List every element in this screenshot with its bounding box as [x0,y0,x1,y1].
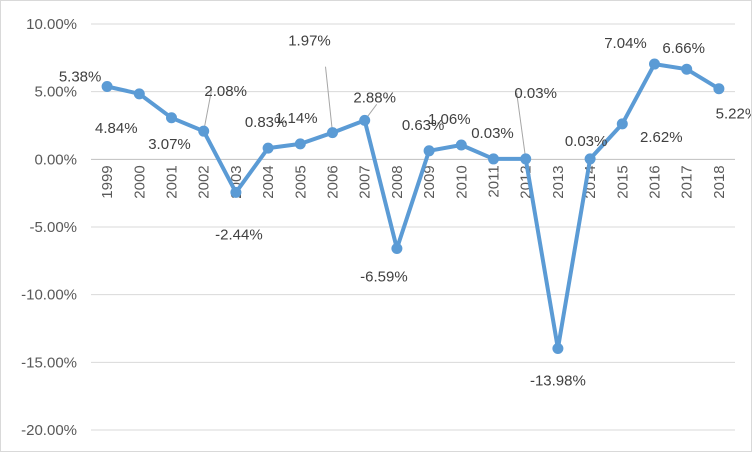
x-tick-label: 2010 [453,165,470,198]
data-label: -6.59% [360,269,408,286]
data-label: 7.04% [604,35,647,52]
data-label: 1.06% [428,111,471,128]
data-point [133,88,145,100]
x-tick-label: 2004 [260,165,277,198]
x-tick-label: 2015 [614,165,631,198]
x-tick-label: 2001 [164,165,181,198]
data-label: 2.62% [640,129,683,146]
leader-line [325,66,333,133]
data-label: -13.98% [530,373,586,390]
leader-line [203,89,213,132]
x-tick-label: 2002 [196,165,213,198]
x-tick-label: 2016 [647,165,664,198]
x-tick-label: 2006 [325,165,342,198]
data-point [327,127,338,139]
leader-line [516,92,527,159]
data-label: 3.07% [148,136,191,153]
data-label: 2.08% [204,83,247,100]
data-point [359,114,371,126]
data-point [101,81,113,93]
data-label: 6.66% [662,40,705,57]
data-point [166,112,177,124]
data-point [520,153,532,165]
y-tick-label: -15.00% [21,354,77,371]
data-point [423,145,435,157]
data-label: 5.22% [716,106,751,123]
data-label: 0.03% [514,85,557,102]
data-point [198,125,210,137]
data-point [488,153,499,165]
data-label: 0.03% [471,125,514,142]
data-label: 5.38% [59,69,102,86]
data-point [713,83,725,95]
y-tick-label: 0.00% [34,151,77,168]
data-point [294,138,306,150]
x-tick-label: 2017 [679,165,696,198]
x-tick-label: 2011 [486,165,503,197]
data-point [455,139,467,151]
y-tick-label: -10.00% [21,287,77,304]
data-point [584,153,596,165]
data-label: 0.83% [245,114,288,131]
x-tick-label: 2008 [389,165,406,198]
y-tick-label: -5.00% [29,219,77,236]
x-tick-label: 2000 [131,165,148,198]
data-point [262,142,274,154]
data-label: 0.63% [402,117,445,134]
x-tick-label: 2007 [357,165,374,198]
x-tick-label: 2009 [421,165,438,198]
y-tick-label: 10.00% [26,16,77,33]
x-tick-label: 1999 [99,165,116,198]
data-label: 1.14% [275,110,318,127]
data-point [681,63,693,75]
y-tick-label: -20.00% [21,422,77,439]
x-tick-label: 2018 [711,165,728,198]
data-point [552,343,564,355]
data-point [649,58,660,70]
x-tick-label: 2005 [292,165,309,198]
data-label: 2.88% [353,89,396,106]
x-tick-label: 2013 [550,165,567,198]
series-line [106,62,720,351]
data-point [391,243,403,255]
data-label: 1.97% [288,33,331,50]
data-point [616,118,628,130]
data-label: 0.03% [565,133,608,150]
data-label: 4.84% [95,120,138,137]
y-tick-label: 5.00% [34,84,77,101]
data-label: -2.44% [215,226,263,243]
data-point [230,186,242,198]
